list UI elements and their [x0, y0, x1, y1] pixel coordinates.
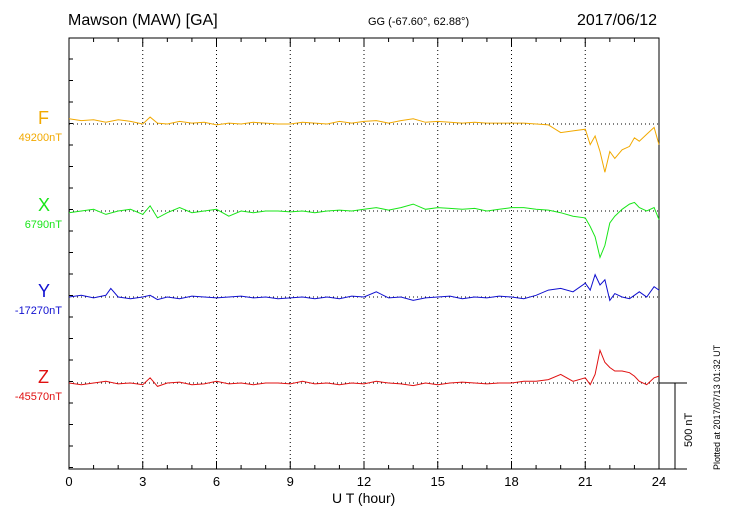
series-label-y: Y — [38, 281, 51, 301]
baseline-label-z: -45570nT — [14, 391, 62, 403]
series-line-y — [68, 273, 660, 302]
x-tick-label-6: 6 — [213, 474, 220, 489]
x-tick-label-21: 21 — [578, 474, 592, 489]
scale-bar-label: 500 nT — [683, 412, 695, 447]
series-label-x: X — [38, 195, 51, 215]
axis-ticks — [68, 38, 660, 469]
x-tick-label-18: 18 — [504, 474, 518, 489]
series-label-z: Z — [38, 367, 49, 387]
station-title: Mawson (MAW) [GA] — [68, 12, 218, 29]
series-lines — [68, 116, 660, 387]
geographic-coords: GG (-67.60°, 62.88°) — [368, 16, 470, 28]
x-tick-label-3: 3 — [139, 474, 146, 489]
series-line-x — [68, 201, 660, 260]
baseline-label-x: 6790nT — [24, 219, 62, 231]
series-label-f: F — [38, 108, 49, 128]
x-tick-labels: 0 3 6 9 12 15 18 21 24 — [65, 474, 666, 489]
series-line-z — [68, 348, 660, 387]
baseline-label-y: -17270nT — [14, 305, 62, 317]
x-tick-label-9: 9 — [287, 474, 294, 489]
x-tick-label-15: 15 — [431, 474, 445, 489]
plotted-timestamp: Plotted at 2017/07/13 01:32 UT — [712, 344, 722, 470]
x-tick-label-24: 24 — [652, 474, 666, 489]
baseline-label-f: 49200nT — [18, 132, 62, 144]
date-label: 2017/06/12 — [577, 12, 658, 29]
x-axis-label: U T (hour) — [332, 490, 396, 506]
series-line-f — [68, 116, 660, 173]
x-tick-label-12: 12 — [357, 474, 371, 489]
x-tick-label-0: 0 — [65, 474, 72, 489]
scale-bar: 500 nT — [659, 382, 695, 470]
grid-lines — [142, 38, 586, 469]
